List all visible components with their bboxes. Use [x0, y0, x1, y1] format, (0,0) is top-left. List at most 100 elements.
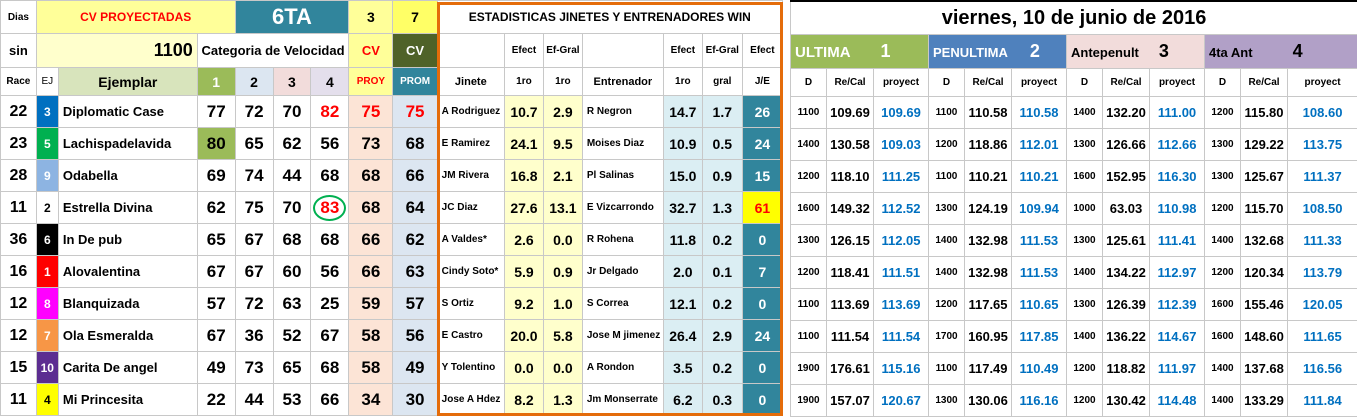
trainer-gral-cell: 0.2 [702, 352, 742, 384]
trainer-win-pct-cell: 14.7 [663, 96, 702, 128]
past-race-proyect-cell: 112.05 [874, 225, 929, 257]
past-race-distance-cell: 1100 [929, 97, 965, 129]
past-race-distance-cell: 1300 [1067, 129, 1103, 161]
cv-prom-cell: 66 [393, 160, 437, 192]
cv-prom-label: CV [393, 34, 437, 68]
race-days-cell: 16 [1, 256, 37, 288]
past-race-recal-cell: 137.68 [1241, 353, 1288, 385]
speed-cat-3-cell: 63 [273, 288, 311, 320]
past-race-recal-cell: 113.69 [827, 289, 874, 321]
speed-cat-3-cell: 62 [273, 128, 311, 160]
cv-proy-cell: 34 [349, 384, 393, 416]
cat-2-label: 2 [235, 68, 273, 96]
jockey-gral-cell: 9.5 [543, 128, 582, 160]
past-race-proyect-cell: 112.39 [1150, 289, 1205, 321]
past-race-4-d-label: D [1205, 69, 1241, 97]
speed-cat-1-cell: 67 [197, 320, 235, 352]
trainer-win-pct-cell: 10.9 [663, 128, 702, 160]
trainer-gral-cell: 1.7 [702, 96, 742, 128]
jockey-gral-cell: 1.3 [543, 384, 582, 416]
speed-cat-2-cell: 44 [235, 384, 273, 416]
past-race-proyect-cell: 110.65 [1012, 289, 1067, 321]
jockey-win-pct-cell: 2.6 [505, 224, 544, 256]
speed-cat-4-cell: 25 [311, 288, 349, 320]
ultima-label: ULTIMA [795, 44, 851, 61]
trainer-win-pct-cell: 3.5 [663, 352, 702, 384]
cv-prom-cell: 63 [393, 256, 437, 288]
past-race-distance-cell: 1600 [791, 193, 827, 225]
trainer-name-cell: Moises Diaz [582, 128, 663, 160]
col-num-7: 7 [393, 1, 437, 34]
past-race-recal-cell: 126.15 [827, 225, 874, 257]
program-number-cell: 3 [36, 96, 58, 128]
past-race-proyect-cell: 114.48 [1150, 385, 1205, 417]
past-race-recal-cell: 130.42 [1103, 385, 1150, 417]
past-race-2-d-label: D [929, 69, 965, 97]
trainer-gral-cell: 0.5 [702, 128, 742, 160]
program-number-cell: 10 [36, 352, 58, 384]
past-race-distance-cell: 1100 [929, 161, 965, 193]
speed-cat-1-cell: 49 [197, 352, 235, 384]
past-race-2-recal-label: Re/Cal [965, 69, 1012, 97]
past-race-distance-cell: 1200 [929, 129, 965, 161]
speed-cat-4-cell: 68 [311, 160, 349, 192]
past-race-distance-cell: 1200 [1067, 353, 1103, 385]
past-race-distance-cell: 1100 [929, 353, 965, 385]
antepenult-number: 3 [1159, 41, 1169, 61]
speed-cat-2-cell: 75 [235, 192, 273, 224]
trainer-gral-cell: 1.3 [702, 192, 742, 224]
program-number-cell: 9 [36, 160, 58, 192]
past-race-proyect-cell: 116.30 [1150, 161, 1205, 193]
jockey-trainer-cell: 0 [742, 288, 782, 320]
speed-cat-4-cell: 83 [311, 192, 349, 224]
past-race-distance-cell: 1600 [1067, 161, 1103, 193]
speed-cat-4-cell: 68 [311, 352, 349, 384]
past-race-proyect-cell: 110.98 [1150, 193, 1205, 225]
cuarta-label: 4ta Ant [1209, 45, 1253, 60]
past-race-proyect-cell: 111.97 [1150, 353, 1205, 385]
program-number-cell: 2 [36, 192, 58, 224]
jockey-trainer-cell: 26 [742, 96, 782, 128]
cv-proy-cell: 68 [349, 192, 393, 224]
jockey-name-cell: Cindy Soto* [437, 256, 504, 288]
past-race-proyect-cell: 116.56 [1288, 353, 1357, 385]
speed-cat-2-cell: 36 [235, 320, 273, 352]
cv-proy-label: CV [349, 34, 393, 68]
trainer-gral-cell: 0.9 [702, 160, 742, 192]
past-race-recal-cell: 125.61 [1103, 225, 1150, 257]
past-race-2-proyect-label: proyect [1012, 69, 1067, 97]
speed-cat-1-cell: 65 [197, 224, 235, 256]
trainer-win-pct-cell: 11.8 [663, 224, 702, 256]
cv-proy-cell: 59 [349, 288, 393, 320]
trainer-name-cell: Pl Salinas [582, 160, 663, 192]
past-race-proyect-cell: 111.53 [1012, 257, 1067, 289]
past-race-distance-cell: 1200 [791, 161, 827, 193]
speed-cat-1-cell: 77 [197, 96, 235, 128]
sin-label: sin [1, 34, 37, 68]
horse-name-cell: Ola Esmeralda [58, 320, 197, 352]
dias-label: Dias [1, 1, 37, 34]
race-name: 6TA [235, 1, 349, 34]
past-race-proyect-cell: 112.66 [1150, 129, 1205, 161]
past-race-distance-cell: 1400 [929, 225, 965, 257]
jockey-gral-cell: 1.0 [543, 288, 582, 320]
blank-cell [437, 34, 504, 68]
speed-cat-3-cell: 70 [273, 96, 311, 128]
penultima-number: 2 [1030, 41, 1040, 61]
program-number-cell: 6 [36, 224, 58, 256]
past-race-recal-cell: 129.22 [1241, 129, 1288, 161]
jockey-gral-cell: 0.0 [543, 224, 582, 256]
speed-cat-4-cell: 56 [311, 256, 349, 288]
speed-cat-2-cell: 65 [235, 128, 273, 160]
past-race-proyect-cell: 117.85 [1012, 321, 1067, 353]
proy-label: PROY [349, 68, 393, 96]
cv-proy-cell: 66 [349, 256, 393, 288]
race-days-cell: 15 [1, 352, 37, 384]
past-race-recal-cell: 134.22 [1103, 257, 1150, 289]
entrenador-1ro-label: 1ro [663, 68, 702, 96]
